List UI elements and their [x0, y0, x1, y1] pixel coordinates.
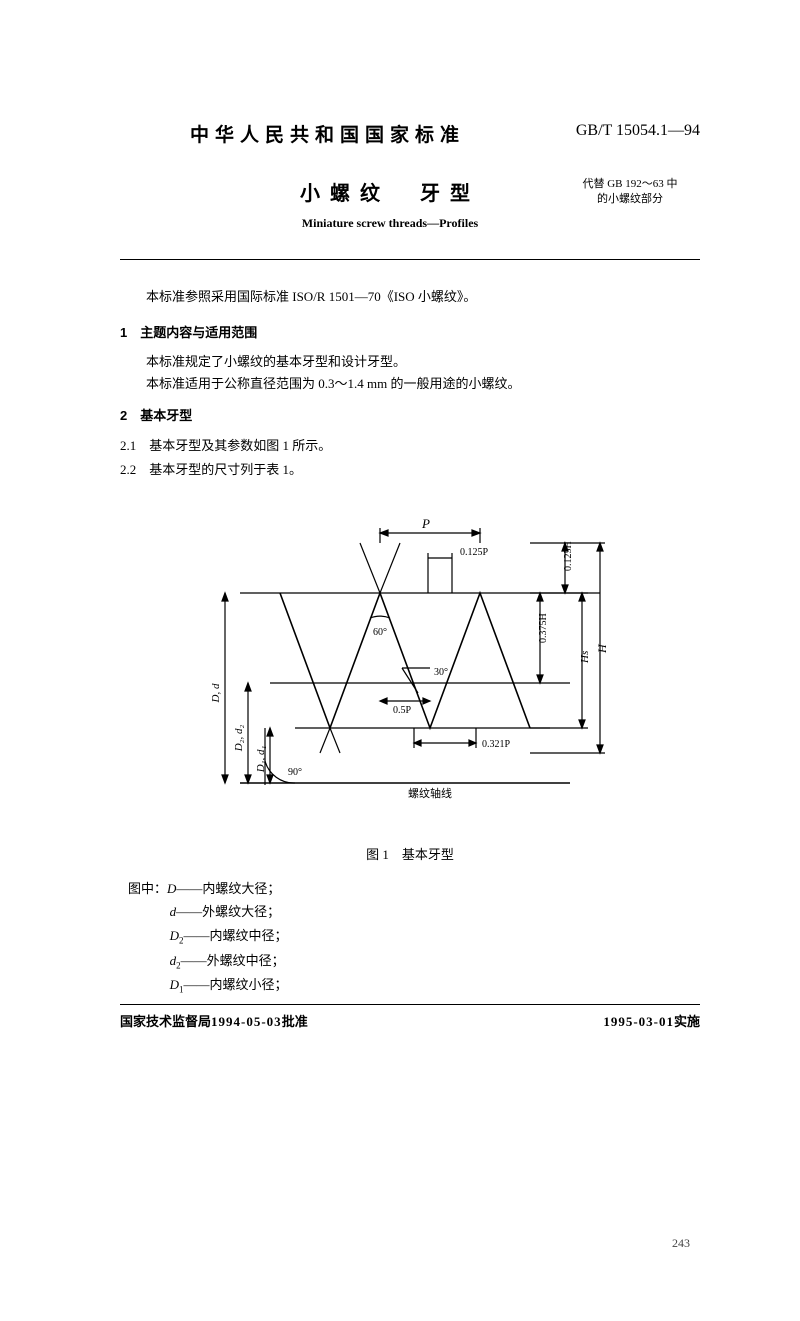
svg-text:0.321P: 0.321P: [482, 739, 511, 750]
figure-1: P 0.125P 0.125H 0.375H Hs H 60° 30° 0.5P…: [120, 503, 700, 828]
svg-text:0.125H: 0.125H: [563, 541, 574, 571]
section1-p2: 本标准适用于公称直径范围为 0.3～1.4 mm 的一般用途的小螺纹。: [120, 373, 700, 395]
legend: 图中：D——内螺纹大径； d——外螺纹大径； D2——内螺纹中径； d2——外螺…: [128, 877, 700, 998]
legend-row: 图中：D——内螺纹大径；: [128, 877, 700, 900]
svg-text:90°: 90°: [288, 767, 302, 778]
page: 中华人民共和国国家标准 GB/T 15054.1—94 小螺纹 牙型 代替 GB…: [0, 0, 800, 1321]
svg-text:0.125P: 0.125P: [460, 547, 489, 558]
footer: 国家技术监督局1994-05-03批准 1995-03-01实施: [120, 1011, 700, 1030]
figure-caption: 图 1 基本牙型: [120, 844, 700, 863]
english-title: Miniature screw threads—Profiles: [80, 216, 700, 231]
divider-top: [120, 259, 700, 260]
page-number: 243: [672, 1236, 690, 1251]
intro-paragraph: 本标准参照采用国际标准 ISO/R 1501—70《ISO 小螺纹》。: [120, 286, 700, 308]
thread-profile-diagram: P 0.125P 0.125H 0.375H Hs H 60° 30° 0.5P…: [170, 503, 650, 823]
svg-text:H: H: [595, 643, 609, 654]
svg-text:D₁, d₁: D₁, d₁: [255, 746, 267, 774]
standard-code: GB/T 15054.1—94: [576, 122, 700, 140]
supersede-line1: 代替 GB 192～63 中: [582, 178, 677, 190]
svg-text:60°: 60°: [373, 627, 387, 638]
divider-footer: [120, 1004, 700, 1005]
svg-text:D, d: D, d: [210, 683, 222, 703]
svg-text:30°: 30°: [434, 667, 448, 678]
legend-row: d2——外螺纹中径；: [128, 949, 700, 974]
svg-text:Hs: Hs: [579, 651, 591, 664]
section1-p1: 本标准规定了小螺纹的基本牙型和设计牙型。: [120, 351, 700, 373]
approval: 国家技术监督局1994-05-03批准: [120, 1011, 308, 1030]
svg-text:D₂, d₂: D₂, d₂: [233, 725, 245, 753]
supersede-line2: 的小螺纹部分: [597, 193, 663, 205]
section2-2: 2.2 基本牙型的尺寸列于表 1。: [120, 458, 700, 481]
implementation: 1995-03-01实施: [603, 1011, 700, 1030]
section2-1: 2.1 基本牙型及其参数如图 1 所示。: [120, 434, 700, 457]
title-row: 小螺纹 牙型 代替 GB 192～63 中 的小螺纹部分: [120, 177, 700, 206]
header: 中华人民共和国国家标准 GB/T 15054.1—94 小螺纹 牙型 代替 GB…: [120, 120, 700, 231]
svg-text:0.375H: 0.375H: [538, 613, 549, 643]
legend-row: D1——内螺纹小径；: [128, 973, 700, 998]
legend-row: D2——内螺纹中径；: [128, 924, 700, 949]
legend-row: d——外螺纹大径；: [128, 900, 700, 923]
svg-text:P: P: [421, 516, 430, 531]
svg-text:0.5P: 0.5P: [393, 705, 412, 716]
supersede-note: 代替 GB 192～63 中 的小螺纹部分: [560, 177, 700, 208]
section2-heading: 2 基本牙型: [120, 405, 700, 424]
section1-heading: 1 主题内容与适用范围: [120, 322, 700, 341]
svg-text:螺纹轴线: 螺纹轴线: [408, 786, 452, 800]
